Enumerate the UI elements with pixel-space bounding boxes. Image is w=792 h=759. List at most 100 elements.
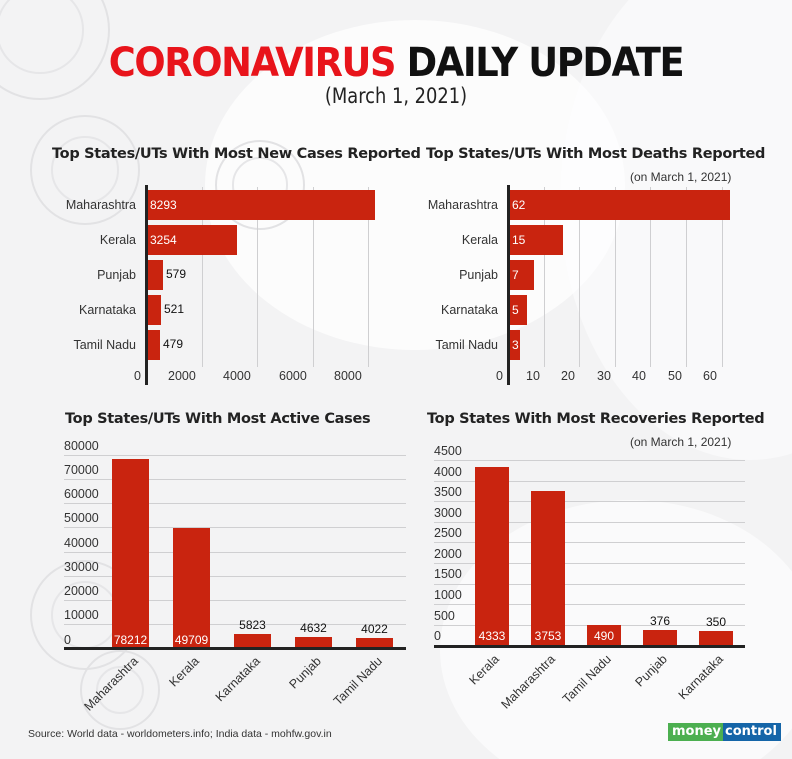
tick-label: 8000 xyxy=(334,369,362,383)
tick-label: 30000 xyxy=(64,560,99,574)
title-main: DAILY UPDATE xyxy=(406,40,685,86)
bar-value: 4333 xyxy=(478,629,506,643)
y-axis xyxy=(145,185,148,385)
gridline xyxy=(544,187,545,367)
bar-value: 15 xyxy=(512,233,526,247)
tick-label: 60 xyxy=(703,369,717,383)
tick-label: 20000 xyxy=(64,584,99,598)
gridline xyxy=(202,187,203,367)
gridline xyxy=(615,187,616,367)
gridline xyxy=(64,552,406,553)
bar xyxy=(356,638,393,648)
tick-label: 0 xyxy=(134,369,141,383)
tick-label: 0 xyxy=(64,633,71,647)
bar xyxy=(295,637,332,648)
category-label: Punjab xyxy=(97,268,136,282)
gridline xyxy=(686,187,687,367)
logo-part-money: money xyxy=(668,723,724,741)
tick-label: 6000 xyxy=(279,369,307,383)
tick-label: 30 xyxy=(597,369,611,383)
gridline xyxy=(64,527,406,528)
bar xyxy=(509,260,534,290)
bar-value: 78212 xyxy=(113,633,148,647)
title-highlight: CORONAVIRUS xyxy=(108,40,397,86)
bar-value: 579 xyxy=(166,267,187,281)
category-label: Maharashtra xyxy=(65,198,136,212)
bar xyxy=(643,630,677,646)
virus-decoration-icon xyxy=(80,650,160,730)
tick-label: 500 xyxy=(434,609,455,623)
chart-title: Top States/UTs With Most New Cases Repor… xyxy=(52,146,421,162)
bar xyxy=(509,190,730,220)
gridline xyxy=(368,187,369,367)
bar-value: 8293 xyxy=(150,198,177,212)
category-label: Tamil Nadu xyxy=(435,338,498,352)
category-label: Maharashtra xyxy=(427,198,498,212)
x-axis xyxy=(434,645,745,648)
tick-label: 1000 xyxy=(434,588,462,602)
tick-label: 20 xyxy=(561,369,575,383)
gridline xyxy=(64,600,406,601)
logo-part-control: control xyxy=(723,723,781,741)
bar xyxy=(509,225,563,255)
tick-label: 4500 xyxy=(434,444,462,458)
tick-label: 1500 xyxy=(434,567,462,581)
gridline xyxy=(650,187,651,367)
bar-value: 350 xyxy=(705,615,727,629)
bar xyxy=(173,528,210,648)
bar xyxy=(147,295,161,325)
page-subtitle: (March 1, 2021) xyxy=(324,84,468,108)
tick-label: 50 xyxy=(668,369,682,383)
bar-value: 4632 xyxy=(300,621,327,635)
gridline xyxy=(64,479,406,480)
virus-decoration-icon xyxy=(30,115,140,225)
bar-value: 3254 xyxy=(150,233,177,247)
x-axis xyxy=(64,647,406,650)
gridline xyxy=(579,187,580,367)
gridline xyxy=(64,455,406,456)
bar-value: 490 xyxy=(593,629,615,643)
tick-label: 4000 xyxy=(434,465,462,479)
tick-label: 3500 xyxy=(434,485,462,499)
tick-label: 10000 xyxy=(64,608,99,622)
tick-label: 2500 xyxy=(434,526,462,540)
chart-title: Top States/UTs With Most Active Cases xyxy=(65,411,371,427)
bar-value: 376 xyxy=(649,614,671,628)
bar xyxy=(234,634,271,648)
category-label: Tamil Nadu xyxy=(73,338,136,352)
moneycontrol-logo: money control xyxy=(668,723,781,741)
category-label: Kerala xyxy=(99,233,136,247)
bar xyxy=(147,260,163,290)
tick-label: 60000 xyxy=(64,487,99,501)
tick-label: 3000 xyxy=(434,506,462,520)
bar xyxy=(699,631,733,646)
chart-note: (on March 1, 2021) xyxy=(630,170,732,184)
y-axis xyxy=(507,185,510,385)
tick-label: 0 xyxy=(496,369,503,383)
gridline xyxy=(434,584,745,585)
chart-title: Top States With Most Recoveries Reported xyxy=(427,411,765,427)
bar-value: 62 xyxy=(512,198,526,212)
category-label: Punjab xyxy=(459,268,498,282)
gridline xyxy=(722,187,723,367)
category-label: Karnataka xyxy=(79,303,136,317)
bar-value: 7 xyxy=(512,268,519,282)
gridline xyxy=(64,503,406,504)
chart-title: Top States/UTs With Most Deaths Reported xyxy=(426,146,766,162)
gridline xyxy=(434,522,745,523)
tick-label: 50000 xyxy=(64,511,99,525)
category-label: Kerala xyxy=(461,233,498,247)
category-label: Karnataka xyxy=(441,303,498,317)
tick-label: 2000 xyxy=(434,547,462,561)
bar xyxy=(587,625,621,646)
gridline xyxy=(434,563,745,564)
gridline xyxy=(434,542,745,543)
bar-value: 5 xyxy=(512,303,519,317)
tick-label: 4000 xyxy=(223,369,251,383)
gridline xyxy=(434,460,745,461)
bar-value: 49709 xyxy=(174,633,209,647)
tick-label: 40000 xyxy=(64,536,99,550)
bar-value: 4022 xyxy=(361,622,388,636)
bar-value: 479 xyxy=(163,337,184,351)
tick-label: 2000 xyxy=(168,369,196,383)
